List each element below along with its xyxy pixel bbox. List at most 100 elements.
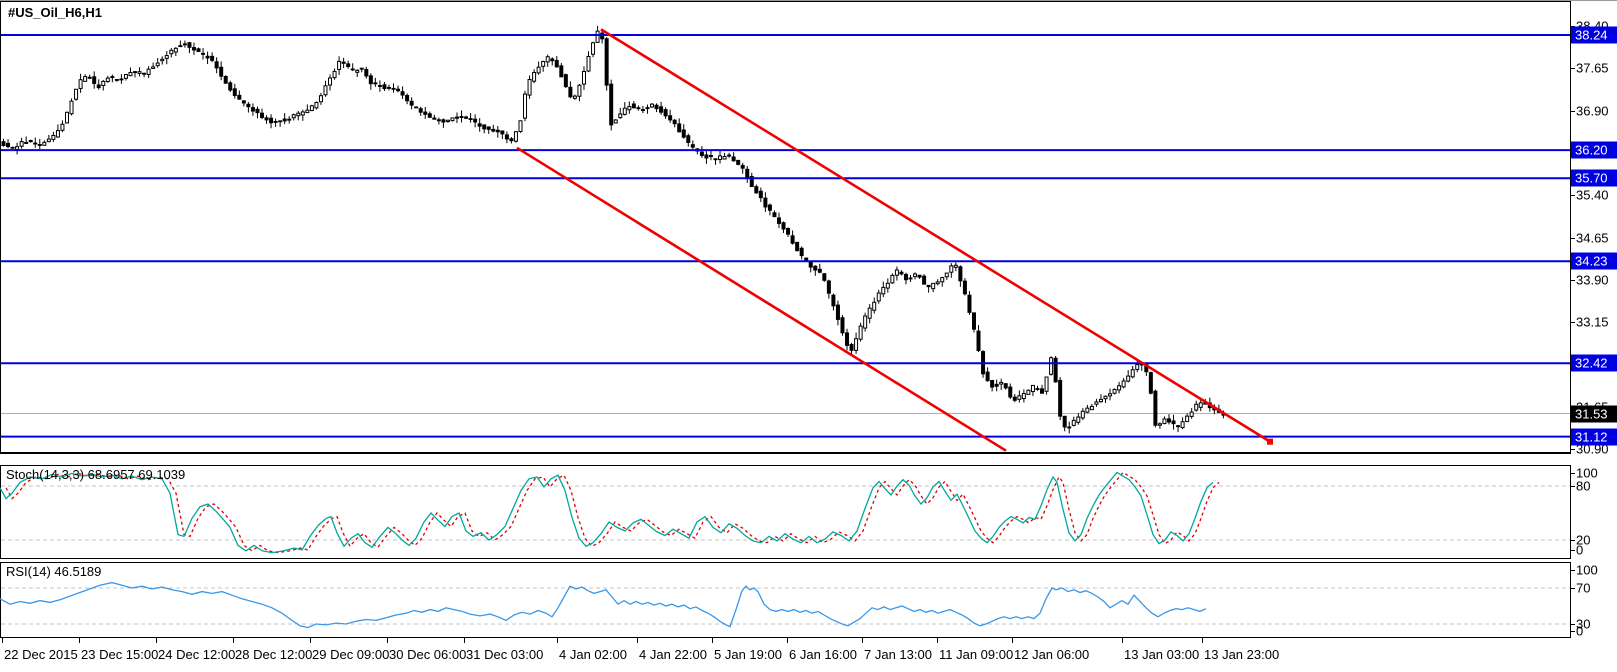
candle-body <box>917 274 922 278</box>
candle-body <box>740 164 745 169</box>
price-axis-label: 35.40 <box>1576 187 1609 203</box>
rsi-axis-tick <box>1570 570 1575 571</box>
trend-channel-line[interactable] <box>600 28 1271 443</box>
rsi-axis-label: 100 <box>1576 562 1598 578</box>
candle-body <box>269 117 274 124</box>
candle-body <box>146 68 151 75</box>
candle-body <box>282 118 287 122</box>
candle-body <box>500 130 505 135</box>
candle-body <box>328 77 333 86</box>
candle-body <box>368 75 373 85</box>
candle-body <box>967 294 972 313</box>
candle-body <box>622 107 627 115</box>
time-axis-label: 31 Dec 03:00 <box>466 647 544 662</box>
candle-body <box>459 116 464 118</box>
stochastic-axis-label: 80 <box>1576 478 1591 494</box>
candle-body <box>160 58 165 62</box>
candle-body <box>396 88 401 92</box>
price-axis-tick <box>1570 279 1575 281</box>
candle-body <box>191 47 196 51</box>
candle-body <box>391 87 396 90</box>
candle-body <box>940 277 945 283</box>
candle-body <box>110 76 115 79</box>
stochastic-main-line <box>0 471 1214 554</box>
candle-body <box>559 65 564 78</box>
candle-body <box>681 129 686 138</box>
candle-body <box>482 124 487 130</box>
time-axis-tick <box>2 638 3 643</box>
candle-body <box>659 106 664 113</box>
trend-channel-line[interactable] <box>516 146 1007 452</box>
rsi-axis-tick <box>1570 588 1575 589</box>
candle-body <box>205 55 210 59</box>
candle-body <box>999 381 1004 385</box>
candle-body <box>173 47 178 53</box>
candle-body <box>1103 395 1108 400</box>
level-price-badge: 32.42 <box>1571 354 1617 372</box>
price-axis-label: 37.65 <box>1576 60 1609 76</box>
candle-body <box>246 103 251 108</box>
time-axis-label: 30 Dec 06:00 <box>389 647 467 662</box>
stochastic-axis-tick <box>1570 486 1575 487</box>
candle-body <box>636 107 641 110</box>
time-axis-label: 4 Jan 02:00 <box>559 647 627 662</box>
candle-body <box>332 70 337 79</box>
price-axis-label: 36.90 <box>1576 103 1609 119</box>
candle-body <box>572 95 577 99</box>
candle-body <box>323 85 328 96</box>
time-axis-tick <box>937 638 938 643</box>
candle-body <box>196 48 201 52</box>
candle-body <box>727 154 732 157</box>
candle-body <box>128 72 133 77</box>
candle-body <box>1112 388 1117 394</box>
candle-body <box>414 106 419 109</box>
candle-body <box>554 60 559 68</box>
trendline-endpoint-handle[interactable] <box>1267 438 1273 445</box>
chart-title: #US_Oil_H6,H1 <box>8 5 102 20</box>
candle-body <box>169 49 174 55</box>
candle-body <box>92 76 97 85</box>
time-axis-tick <box>233 638 234 643</box>
candle-body <box>137 71 142 74</box>
stochastic-panel-border <box>0 465 1571 559</box>
candle-body <box>990 380 995 388</box>
candle-body <box>1080 410 1085 419</box>
candle-body <box>133 71 138 74</box>
price-axis-tick <box>1570 195 1575 197</box>
candle-body <box>595 30 600 43</box>
candle-body <box>151 66 156 69</box>
candle-body <box>1058 379 1063 417</box>
time-axis-tick <box>310 638 311 643</box>
candle-body <box>1108 393 1113 397</box>
rsi-axis-label: 70 <box>1576 580 1591 596</box>
candle-body <box>1044 376 1049 392</box>
candle-body <box>976 330 981 352</box>
candle-body <box>6 142 11 148</box>
rsi-panel-border <box>0 562 1571 638</box>
candle-body <box>495 129 500 133</box>
candle-body <box>1008 386 1013 398</box>
candle-body <box>1067 426 1072 429</box>
candle-body <box>64 111 69 124</box>
candle-body <box>944 272 949 278</box>
candle-body <box>926 284 931 288</box>
candle-body <box>119 78 124 81</box>
candle-body <box>527 79 532 96</box>
candle-body <box>418 108 423 113</box>
candle-body <box>872 301 877 311</box>
candle-body <box>949 265 954 273</box>
candle-body <box>237 94 242 100</box>
candle-body <box>441 119 446 123</box>
candle-body <box>736 159 741 165</box>
candle-body <box>690 144 695 148</box>
candle-body <box>78 79 83 89</box>
candle-body <box>867 307 872 319</box>
current-price-badge: 31.53 <box>1571 405 1617 422</box>
candle-body <box>1121 380 1126 388</box>
candle-body <box>776 217 781 224</box>
time-axis-label: 22 Dec 2015 <box>4 647 78 662</box>
rsi-line <box>0 581 1207 629</box>
candle-body <box>359 67 364 70</box>
candle-body <box>581 71 586 85</box>
